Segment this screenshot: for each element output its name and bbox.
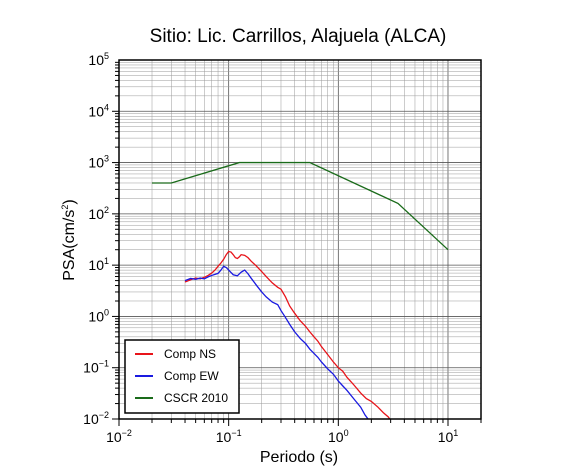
legend: Comp NS Comp EW CSCR 2010 (124, 339, 240, 414)
axis-ticks (112, 61, 482, 426)
x-axis-label: Periodo (s) (260, 449, 338, 466)
y-tick-label: 10−2 (83, 410, 109, 427)
x-tick-labels: 10−2 10−1 100 101 (106, 428, 458, 445)
y-tick-label: 104 (88, 102, 109, 119)
series-line-cscr-2010 (152, 161, 449, 251)
legend-label: Comp NS (164, 347, 216, 361)
series-line-comp-ns (184, 250, 391, 419)
legend-label: Comp EW (164, 369, 219, 383)
data-series (152, 161, 449, 419)
y-tick-label: 102 (88, 205, 109, 222)
y-axis-label: PSA(cm/s2) (60, 199, 78, 280)
y-tick-label: 101 (88, 256, 109, 273)
y-tick-labels: 10−2 10−1 100 101 102 103 104 105 (83, 51, 109, 427)
y-tick-label: 10−1 (83, 359, 109, 376)
x-tick-label: 101 (438, 428, 459, 445)
series-line-comp-ew (184, 265, 369, 419)
plot-frame (118, 59, 482, 420)
y-tick-label: 100 (88, 307, 109, 324)
x-tick-label: 100 (328, 428, 349, 445)
y-tick-label: 103 (88, 154, 109, 171)
legend-label: CSCR 2010 (164, 391, 228, 405)
chart-title: Sitio: Lic. Carrillos, Alajuela (ALCA) (150, 26, 447, 47)
x-tick-label: 10−2 (106, 428, 132, 445)
x-tick-label: 10−1 (216, 428, 242, 445)
y-tick-label: 105 (88, 51, 109, 68)
